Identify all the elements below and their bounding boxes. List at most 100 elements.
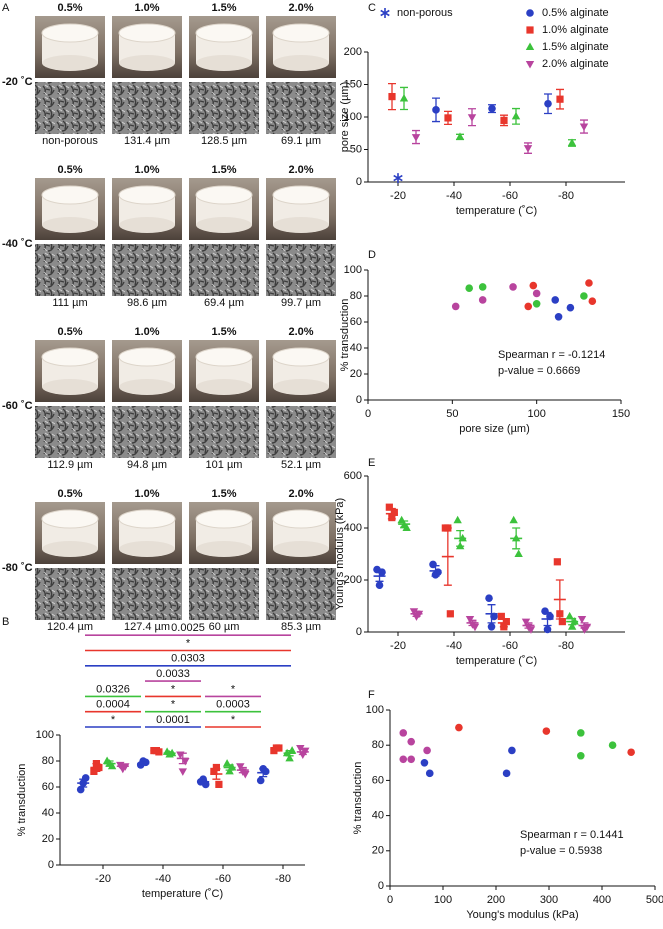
error-bar [431,565,440,577]
marker [553,558,561,566]
error-bar [259,768,268,778]
marker [375,581,384,589]
marker [579,123,589,132]
error-bar [139,761,148,766]
marker [511,111,521,120]
error-bar [92,762,101,773]
marker [432,106,440,114]
sem-image [189,82,259,134]
scaffold-top [118,23,176,43]
pore-size-label: 94.8 µm [127,459,167,471]
point [502,769,511,778]
x-tick-label: 100 [527,408,545,420]
sem-image [266,406,336,458]
point [532,289,541,298]
legend-label: 2.0% alginate [542,58,609,70]
x-tick-label: -80 [558,190,574,202]
panel-label: E [368,457,375,469]
concentration-header: 1.0% [134,2,159,14]
marker [525,42,535,50]
point [465,284,474,293]
error-bar [456,529,465,547]
point [478,283,487,291]
y-axis-label: pore size (µm) [339,82,351,153]
annotation: p-value = 0.5938 [520,845,602,857]
point [524,302,533,311]
scaffold-top [195,185,253,205]
point [551,296,560,304]
significance-label: 0.0003 [216,699,250,711]
concentration-header: 0.5% [57,488,82,500]
x-tick-label: -20 [390,190,406,202]
error-bar [387,507,396,520]
y-tick-label: 20 [350,368,362,380]
concentration-header: 1.5% [211,164,236,176]
point [407,755,416,764]
sem-image [35,244,105,296]
y-tick-label: 0 [48,859,54,871]
point [399,729,408,737]
marker [385,503,393,511]
scaffold-top [41,23,99,43]
scaffold-bottom [42,541,98,557]
y-tick-label: 80 [42,755,54,767]
significance-label: * [231,714,236,726]
error-bar [212,768,221,780]
y-tick-label: 20 [372,845,384,857]
x-tick-label: -80 [275,873,291,885]
y-axis-label: % transduction [352,762,364,835]
x-tick-label: -40 [446,640,462,652]
temperature-label: -60 ˚C [2,400,33,412]
marker [577,616,587,624]
error-bar [468,619,477,627]
x-tick-label: 200 [487,894,505,906]
significance-label: 0.0303 [171,653,205,665]
annotation: Spearman r = -0.1214 [498,349,605,361]
pore-size-label: 120.4 µm [47,621,93,633]
x-tick-label: 150 [612,408,630,420]
marker [514,549,523,557]
y-tick-label: 0 [356,626,362,638]
error-bar [105,760,114,767]
error-bar [178,752,187,765]
significance-label: * [186,637,191,649]
y-tick-label: 100 [366,704,384,716]
scaffold-bottom [42,379,98,395]
error-bar [79,778,88,788]
point [542,727,551,735]
point [577,729,585,737]
scaffold-bottom [273,217,329,233]
x-tick-label: -60 [215,873,231,885]
pore-size-label: 127.4 µm [124,621,170,633]
sem-image [112,244,182,296]
error-bar [152,748,161,753]
marker [444,114,452,122]
concentration-header: 0.5% [57,2,82,14]
panel-label: A [2,2,10,14]
legend-label: 0.5% alginate [542,7,609,19]
error-bar [555,579,564,620]
error-bar [272,747,281,752]
error-bar [285,749,294,757]
point [455,723,463,732]
point [627,748,635,757]
concentration-header: 2.0% [288,2,313,14]
concentration-header: 0.5% [57,164,82,176]
pore-size-label: 60 µm [209,621,240,633]
scaffold-bottom [119,217,175,233]
y-tick-label: 200 [344,574,362,586]
marker [556,95,564,103]
marker [390,508,398,516]
scaffold-top [272,23,330,43]
scaffold-top [41,185,99,205]
pore-size-label: 112.9 µm [47,459,92,471]
scaffold-top [195,509,253,529]
pore-size-label: 128.5 µm [201,135,247,147]
marker [509,515,518,524]
point [423,746,431,755]
marker [380,8,390,18]
marker [488,104,496,113]
marker [487,623,496,631]
significance-label: 0.0033 [156,668,190,680]
